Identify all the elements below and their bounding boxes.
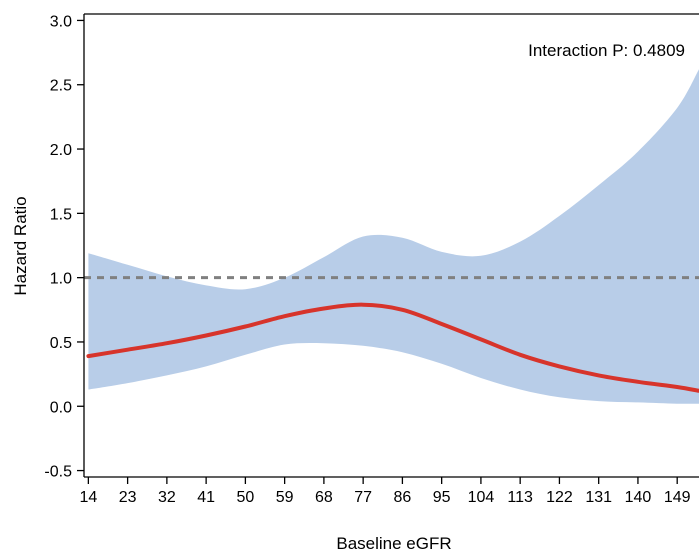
x-tick-label: 59 xyxy=(276,489,294,506)
x-tick-label: 122 xyxy=(546,489,573,506)
y-tick-label: -0.5 xyxy=(44,464,72,481)
x-tick-label: 68 xyxy=(315,489,333,506)
y-axis-label: Hazard Ratio xyxy=(11,196,30,295)
x-tick-label: 104 xyxy=(468,489,495,506)
axes xyxy=(83,13,699,478)
x-tick-label: 86 xyxy=(394,489,412,506)
y-tick-label: 2.0 xyxy=(50,142,72,159)
confidence-band xyxy=(88,69,699,404)
x-tick-label: 149 xyxy=(664,489,691,506)
plot-content xyxy=(84,69,699,404)
x-tick-label: 14 xyxy=(79,489,97,506)
y-tick-label: 0.0 xyxy=(50,399,72,416)
y-tick-label: 2.5 xyxy=(50,78,72,95)
x-tick-label: 23 xyxy=(119,489,137,506)
x-tick-label: 50 xyxy=(236,489,254,506)
interaction-p-annotation: Interaction P: 0.4809 xyxy=(528,41,685,60)
y-tick-label: 0.5 xyxy=(50,335,72,352)
y-tick-label: 1.0 xyxy=(50,271,72,288)
hazard-ratio-curve xyxy=(86,302,699,393)
x-tick-label: 95 xyxy=(433,489,451,506)
y-tick-label: 1.5 xyxy=(50,206,72,223)
x-ticks: 14 23 32 41 50 59 68 77 86 95 104 113 122 131 140 149 xyxy=(79,477,691,506)
x-tick-label: 113 xyxy=(507,489,533,506)
x-tick-label: 131 xyxy=(585,489,612,506)
x-tick-label: 77 xyxy=(354,489,372,506)
x-tick-label: 32 xyxy=(158,489,176,506)
x-tick-label: 41 xyxy=(197,489,215,506)
x-axis-label: Baseline eGFR xyxy=(336,534,451,553)
x-tick-label: 140 xyxy=(625,489,652,506)
y-ticks: -0.5 0.0 0.5 1.0 1.5 2.0 2.5 3.0 xyxy=(44,13,84,481)
y-tick-label: 3.0 xyxy=(50,13,72,30)
